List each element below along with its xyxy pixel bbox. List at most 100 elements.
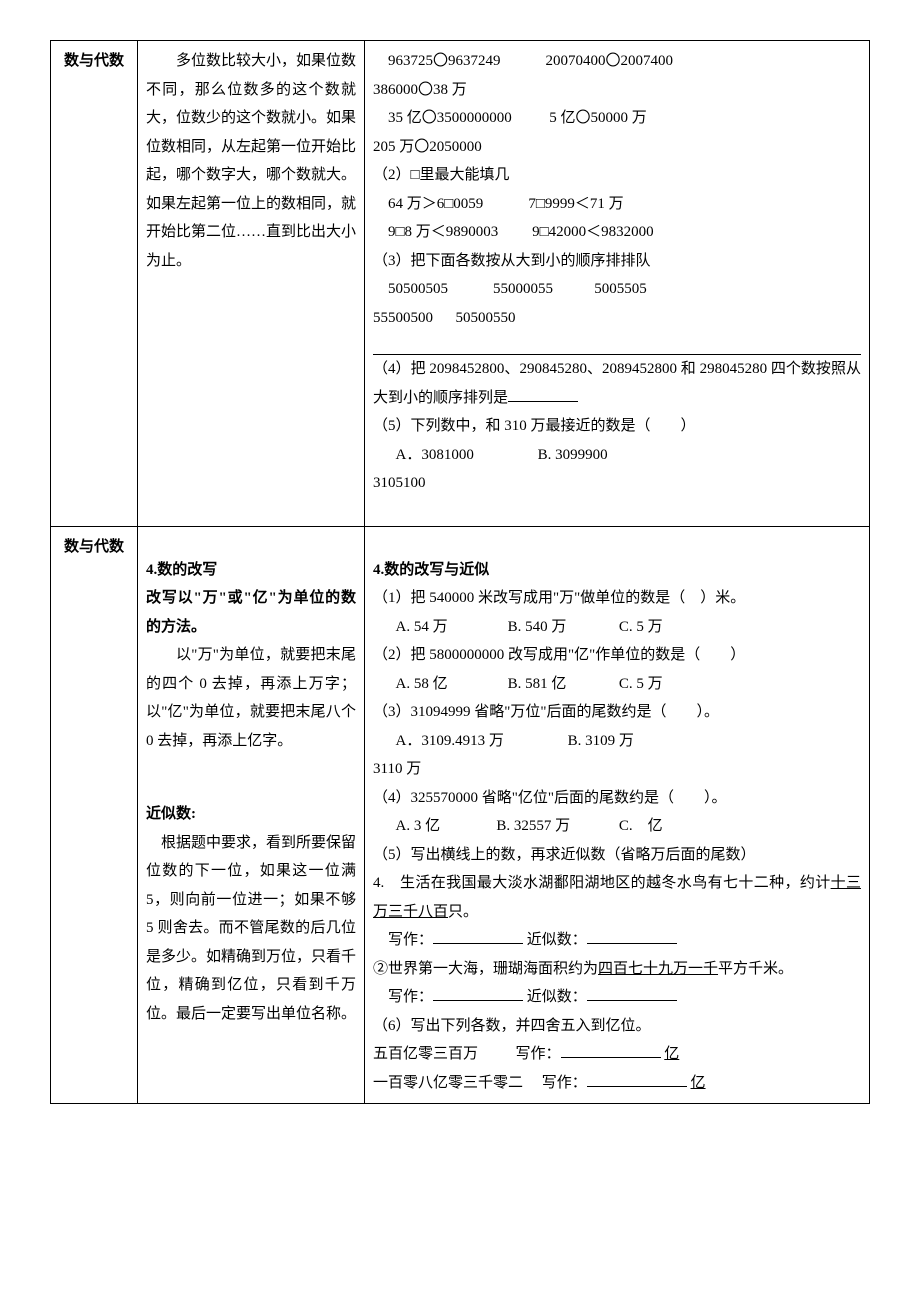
number-words: 一百零八亿零三千零二: [373, 1075, 523, 1091]
exercise-line: A．3109.4913 万 B. 3109 万: [373, 727, 861, 756]
knowledge-heading: 改写以"万"或"亿"为单位的数的方法。: [146, 584, 356, 641]
option-b: B. 540 万: [508, 613, 567, 642]
exercise-line: 一百零八亿零三千零二 写作： 亿: [373, 1069, 861, 1098]
exercise-line: （1）把 540000 米改写成用"万"做单位的数是（ ）米。: [373, 584, 861, 613]
exercise-line: 963725〇9637249 20070400〇2007400: [373, 47, 861, 76]
exercise-line: 4. 生活在我国最大淡水湖鄱阳湖地区的越冬水鸟有七十二种，约计十三万三千八百只。: [373, 869, 861, 926]
exercise-line: 64 万＞6□0059 7□9999＜71 万: [373, 190, 861, 219]
number: 55000055: [493, 281, 553, 297]
option-b: B. 3109 万: [568, 727, 634, 756]
exercises-cell: 963725〇9637249 20070400〇2007400 386000〇3…: [365, 41, 870, 527]
knowledge-heading: 近似数:: [146, 800, 356, 829]
knowledge-heading: 4.数的改写: [146, 556, 356, 585]
category-cell: 数与代数: [51, 527, 138, 1104]
exercise-line: 写作： 近似数：: [373, 983, 861, 1012]
comparison: 5 亿〇50000 万: [549, 110, 647, 126]
answer-blank[interactable]: [433, 985, 523, 1001]
table-row: 数与代数 多位数比较大小，如果位数不同，那么位数多的这个数就大，位数少的这个数就…: [51, 41, 870, 527]
exercise-line: 55500500 50500550: [373, 304, 861, 333]
answer-blank[interactable]: [508, 386, 578, 402]
number-words: 五百亿零三百万: [373, 1046, 478, 1062]
fill-blank: 9□8 万＜9890003: [388, 224, 498, 240]
exercise-line: 9□8 万＜9890003 9□42000＜9832000: [373, 218, 861, 247]
answer-blank[interactable]: [561, 1042, 661, 1058]
question-title: （3）把下面各数按从大到小的顺序排排队: [373, 247, 861, 276]
write-label: 写作：: [516, 1046, 561, 1062]
exercise-line: 205 万〇2050000: [373, 133, 861, 162]
exercise-line: （6）写出下列各数，并四舍五入到亿位。: [373, 1012, 861, 1041]
question-title: （2）□里最大能填几: [373, 161, 861, 190]
unit-yi: 亿: [691, 1075, 706, 1091]
spacer: [373, 533, 861, 556]
exercise-line: （5）下列数中，和 310 万最接近的数是（ ）: [373, 412, 861, 441]
spacer: [146, 755, 356, 800]
option-a: A. 3 亿: [396, 812, 441, 841]
number: 55500500: [373, 310, 433, 326]
question-text: 只。: [448, 904, 478, 920]
answer-blank-line[interactable]: [373, 336, 861, 355]
worksheet-table: 数与代数 多位数比较大小，如果位数不同，那么位数多的这个数就大，位数少的这个数就…: [50, 40, 870, 1104]
option-a: A. 58 亿: [396, 670, 448, 699]
option-a: A．3081000: [396, 441, 474, 470]
answer-blank[interactable]: [587, 1071, 687, 1087]
exercise-line: A. 54 万 B. 540 万 C. 5 万: [373, 613, 861, 642]
exercise-line: ②世界第一大海，珊瑚海面积约为四百七十九万一千平方千米。: [373, 955, 861, 984]
option-b: B. 3099900: [538, 441, 608, 470]
approx-label: 近似数：: [527, 989, 587, 1005]
exercise-line: （4）把 2098452800、290845280、2089452800 和 2…: [373, 355, 861, 412]
number: 5005505: [594, 281, 647, 297]
exercise-line: 35 亿〇3500000000 5 亿〇50000 万: [373, 104, 861, 133]
question-text: （4）把 2098452800、290845280、2089452800 和 2…: [373, 361, 861, 406]
exercises-cell: 4.数的改写与近似 （1）把 540000 米改写成用"万"做单位的数是（ ）米…: [365, 527, 870, 1104]
unit-yi: 亿: [664, 1046, 679, 1062]
exercise-line: 3105100: [373, 469, 861, 498]
write-label: 写作：: [388, 932, 433, 948]
exercise-line: 3110 万: [373, 755, 861, 784]
exercise-line: （3）31094999 省略"万位"后面的尾数约是（ ）。: [373, 698, 861, 727]
option-c: C. 5 万: [619, 670, 663, 699]
write-label: 写作：: [542, 1075, 587, 1091]
section-title: 4.数的改写与近似: [373, 556, 861, 585]
exercise-line: A. 58 亿 B. 581 亿 C. 5 万: [373, 670, 861, 699]
option-a: A．3109.4913 万: [396, 727, 504, 756]
option-c: C. 亿: [619, 812, 663, 841]
exercise-line: （2）把 5800000000 改写成用"亿"作单位的数是（ ）: [373, 641, 861, 670]
option-a: A. 54 万: [396, 613, 448, 642]
question-text: 平方千米。: [718, 961, 793, 977]
question-text: 4. 生活在我国最大淡水湖鄱阳湖地区的越冬水鸟有七十二种，约计: [373, 875, 831, 891]
exercise-line: 386000〇38 万: [373, 76, 861, 105]
knowledge-text: 根据题中要求，看到所要保留位数的下一位，如果这一位满 5，则向前一位进一；如果不…: [146, 829, 356, 1029]
number: 50500505: [388, 281, 448, 297]
category-label: 数与代数: [64, 539, 124, 555]
spacer: [373, 498, 861, 521]
fill-blank: 9□42000＜9832000: [532, 224, 654, 240]
underlined-number: 四百七十九万一千: [598, 961, 718, 977]
knowledge-text: 以"万"为单位，就要把末尾的四个 0 去掉，再添上万字；以"亿"为单位，就要把末…: [146, 641, 356, 755]
comparison: 963725〇9637249: [388, 53, 501, 69]
comparison: 35 亿〇3500000000: [388, 110, 512, 126]
answer-blank[interactable]: [587, 985, 677, 1001]
exercise-line: （4）325570000 省略"亿位"后面的尾数约是（ ）。: [373, 784, 861, 813]
fill-blank: 7□9999＜71 万: [528, 196, 623, 212]
number: 50500550: [456, 310, 516, 326]
option-b: B. 32557 万: [496, 812, 570, 841]
answer-blank[interactable]: [433, 928, 523, 944]
fill-blank: 64 万＞6□0059: [388, 196, 483, 212]
category-cell: 数与代数: [51, 41, 138, 527]
exercise-line: 写作： 近似数：: [373, 926, 861, 955]
knowledge-cell: 4.数的改写 改写以"万"或"亿"为单位的数的方法。 以"万"为单位，就要把末尾…: [138, 527, 365, 1104]
write-label: 写作：: [388, 989, 433, 1005]
spacer: [146, 533, 356, 556]
approx-label: 近似数：: [527, 932, 587, 948]
exercise-line: A．3081000 B. 3099900: [373, 441, 861, 470]
knowledge-text: 多位数比较大小，如果位数不同，那么位数多的这个数就大，位数少的这个数就小。如果位…: [146, 47, 356, 275]
option-c: C. 5 万: [619, 613, 663, 642]
exercise-line: 50500505 55000055 5005505: [373, 275, 861, 304]
category-label: 数与代数: [64, 53, 124, 69]
exercise-line: A. 3 亿 B. 32557 万 C. 亿: [373, 812, 861, 841]
exercise-line: 五百亿零三百万 写作： 亿: [373, 1040, 861, 1069]
answer-blank[interactable]: [587, 928, 677, 944]
question-text: ②世界第一大海，珊瑚海面积约为: [373, 961, 598, 977]
table-row: 数与代数 4.数的改写 改写以"万"或"亿"为单位的数的方法。 以"万"为单位，…: [51, 527, 870, 1104]
comparison: 20070400〇2007400: [546, 53, 674, 69]
